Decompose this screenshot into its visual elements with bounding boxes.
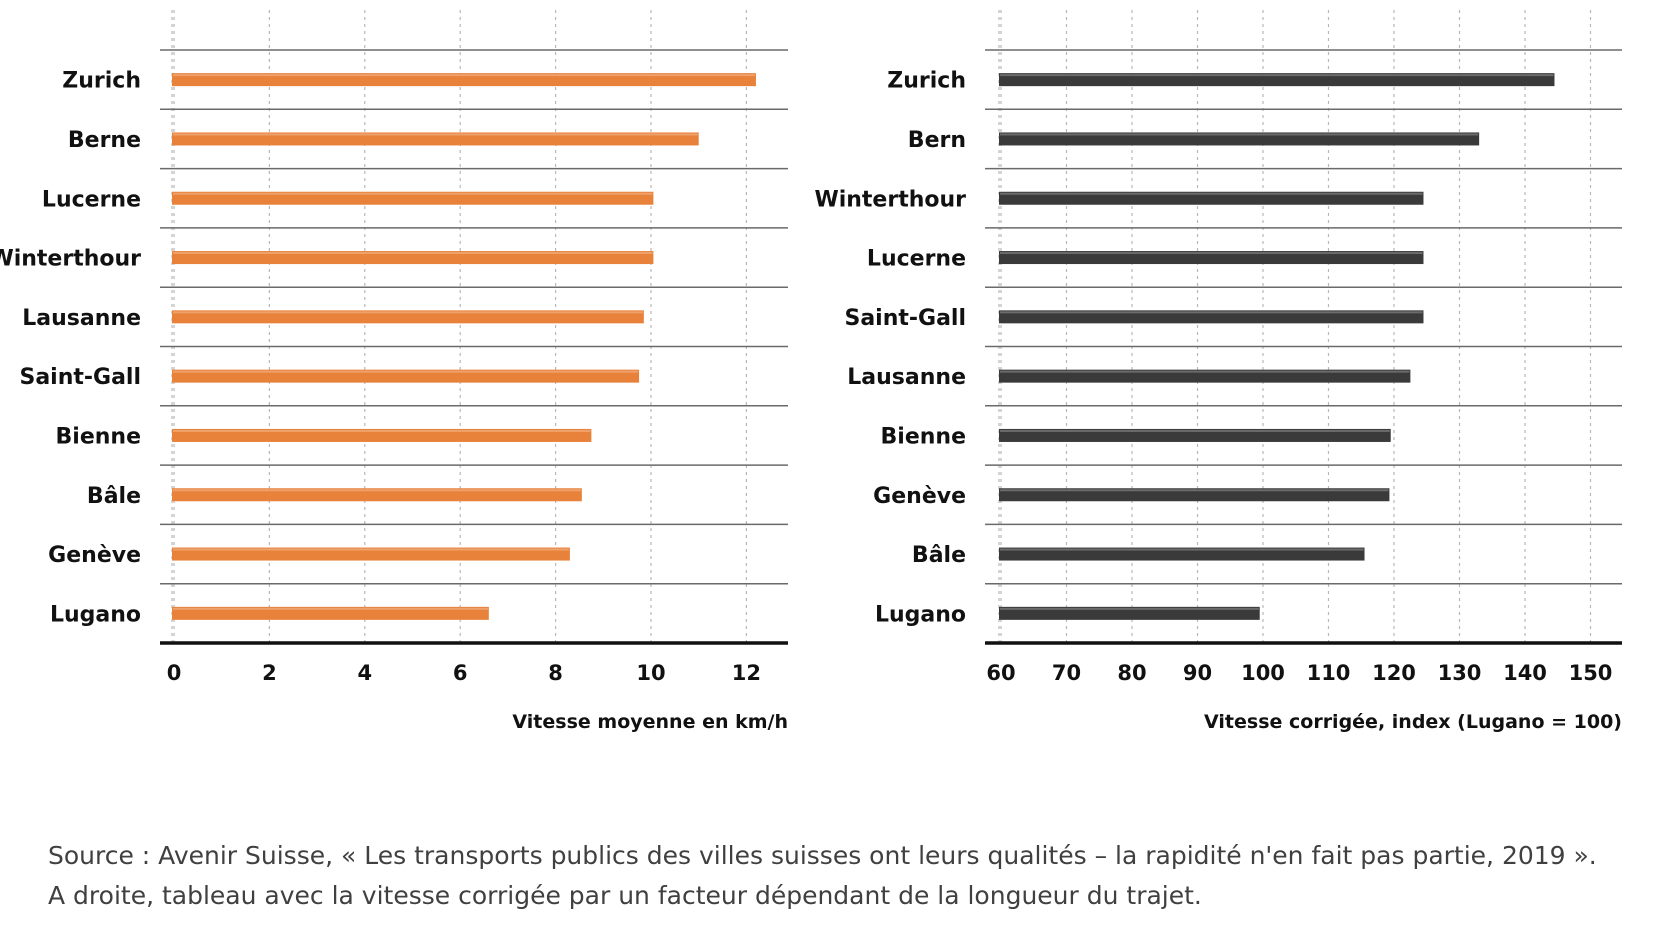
category-label: Bienne [881,424,966,449]
tick-label: 80 [1117,661,1146,685]
tick-label: 130 [1438,661,1482,685]
bar-highlight [1000,548,1364,551]
tick-label: 0 [167,661,182,685]
tick-label: 90 [1183,661,1212,685]
source-line-2: A droite, tableau avec la vitesse corrig… [48,881,1202,910]
tick-label: 140 [1503,661,1547,685]
tick-label: 12 [732,661,761,685]
bar-bern [999,132,1480,146]
bar-highlight [173,74,755,77]
bar-highlight [173,548,569,551]
bar-highlight [1000,133,1479,136]
bar-highlight [173,311,643,314]
source-note: Source : Avenir Suisse, « Les transports… [48,836,1648,916]
x-axis-title: Vitesse moyenne en km/h [512,711,788,733]
chart-2: Zurich Bern Winterthour Lucerne Saint-Gall La… [814,10,1622,733]
bar-highlight [173,429,591,432]
tick-label: 70 [1052,661,1081,685]
charts-area: Zurich Berne Lucerne Winterthour Lausanne Sai… [0,10,1622,733]
bar-zurich [999,73,1555,87]
bar-highlight [1000,429,1390,432]
bar-highlight [1000,192,1423,195]
category-label: Lucerne [42,187,141,212]
bar-highlight [1000,370,1410,373]
bar-bâle [172,488,582,502]
bar-winterthour [999,191,1424,205]
tick-label: 110 [1307,661,1351,685]
bar-winterthour [172,251,654,265]
bar-highlight [1000,252,1423,255]
bar-genève [999,488,1390,502]
bar-lucerne [999,251,1424,265]
tick-label: 6 [453,661,468,685]
bar-bâle [999,547,1365,561]
bar-bienne [172,428,592,442]
bar-highlight [173,133,698,136]
tick-label: 150 [1569,661,1613,685]
category-label: Lucerne [867,247,966,272]
chart-1: Zurich Berne Lucerne Winterthour Lausanne Sai… [0,10,788,733]
tick-label: 2 [262,661,277,685]
bar-highlight [173,607,488,610]
bar-saint-gall [999,310,1424,324]
bar-highlight [1000,74,1554,77]
bar-lugano [172,606,489,620]
category-label: Genève [48,543,141,568]
bar-highlight [173,489,581,492]
bar-lucerne [172,191,654,205]
bar-highlight [1000,311,1423,314]
x-axis-title: Vitesse corrigée, index (Lugano = 100) [1204,711,1622,733]
bar-highlight [173,252,653,255]
tick-label: 120 [1372,661,1416,685]
category-label: Lugano [50,602,141,627]
category-label: Lugano [875,602,966,627]
category-label: Zurich [62,69,141,94]
tick-label: 10 [636,661,665,685]
bar-saint-gall [172,369,640,383]
category-label: Saint-Gall [19,365,141,390]
tick-label: 100 [1241,661,1285,685]
category-label: Lausanne [847,365,966,390]
bar-lausanne [999,369,1411,383]
bar-lausanne [172,310,644,324]
category-label: Bâle [87,484,141,509]
category-label: Bienne [56,424,141,449]
category-label: Winterthour [814,187,966,212]
bar-highlight [1000,607,1259,610]
category-label: Genève [873,484,966,509]
category-label: Bern [908,128,966,153]
bar-highlight [173,192,653,195]
bar-lugano [999,606,1260,620]
bar-zurich [172,73,756,87]
category-label: Saint-Gall [844,306,966,331]
bar-highlight [1000,489,1389,492]
bar-berne [172,132,699,146]
category-label: Winterthour [0,247,141,272]
tick-label: 4 [357,661,372,685]
bar-highlight [173,370,639,373]
bar-bienne [999,428,1391,442]
tick-label: 8 [548,661,563,685]
category-label: Lausanne [22,306,141,331]
tick-label: 60 [986,661,1015,685]
bar-genève [172,547,570,561]
category-label: Berne [68,128,141,153]
source-line-1: Source : Avenir Suisse, « Les transports… [48,841,1597,870]
category-label: Bâle [912,543,966,568]
category-label: Zurich [887,69,966,94]
